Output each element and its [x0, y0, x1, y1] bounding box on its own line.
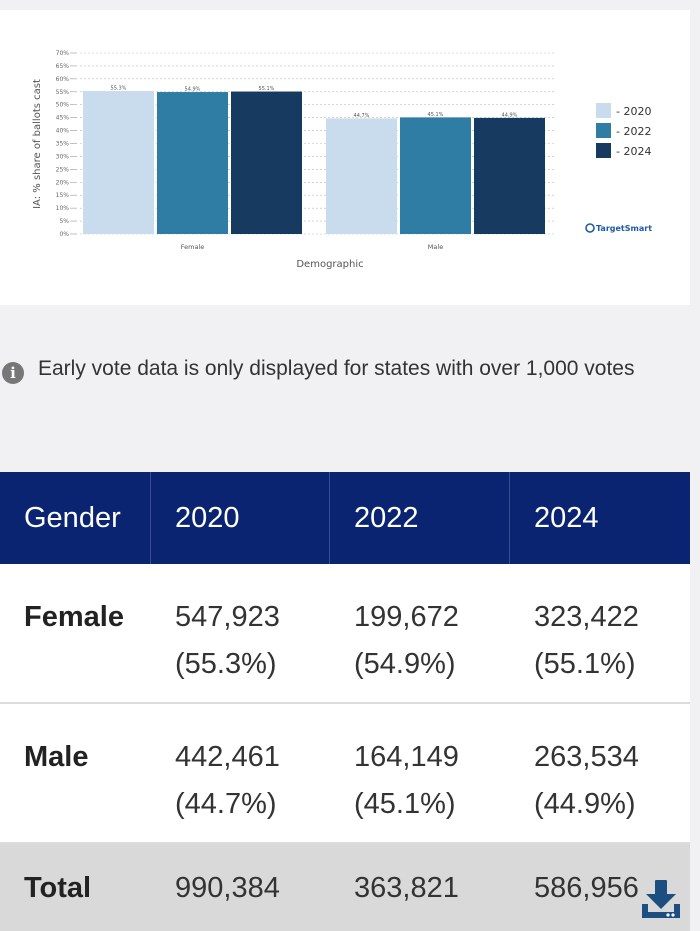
header-2020[interactable]: 2020 — [151, 472, 330, 564]
info-icon: i — [2, 362, 24, 384]
bar-female-2022 — [157, 92, 228, 235]
table-header: Gender 2020 2022 2024 — [0, 472, 690, 564]
bar-value-label: 45.1% — [428, 112, 444, 118]
bar-value-label: 44.7% — [354, 113, 370, 119]
note-text: Early vote data is only displayed for st… — [38, 357, 635, 380]
bar-female-2020 — [83, 91, 154, 234]
targetsmart-logo-icon — [585, 223, 595, 233]
x-tick-label: Male — [428, 243, 443, 251]
legend-label-2020: - 2020 — [616, 105, 651, 118]
y-tick-label: 30% — [56, 153, 70, 160]
legend-swatch-2020 — [596, 103, 611, 118]
chart-labels: 0% 5% 10% 15% 20% 25% 30% 35% 40% 45% 50% 55% 60% 65%… — [56, 50, 518, 251]
bar-chart: 0% 5% 10% 15% 20% 25% 30% 35% 40% 45% 50% 55% 60% 65%… — [32, 50, 652, 270]
y-tick-label: 15% — [56, 192, 70, 199]
female-2024-cell: 323,422 (55.1%) — [510, 564, 690, 702]
row-label-male: Male — [24, 741, 89, 773]
bar-male-2022 — [400, 117, 471, 234]
total-2020-cell: 990,384 — [175, 872, 280, 904]
gender-table: Gender 2020 2022 2024 Female 547,923 (55… — [0, 472, 690, 931]
bar-value-label: 55.1% — [259, 86, 275, 92]
cell-share: (45.1%) — [354, 788, 456, 820]
header-2022[interactable]: 2022 — [330, 472, 510, 564]
chart-grid — [70, 52, 555, 235]
legend-swatch-2022 — [596, 123, 611, 138]
bar-male-2024 — [474, 117, 545, 234]
y-tick-label: 40% — [56, 128, 70, 135]
legend-label-2022: - 2022 — [616, 125, 651, 138]
y-tick-label: 65% — [56, 63, 70, 70]
chart-bars — [83, 91, 545, 235]
bar-value-label: 44.9% — [502, 112, 518, 118]
cell-count: 442,461 — [175, 741, 280, 773]
table-row-total: Total 990,384 363,821 586,956 — [0, 844, 690, 931]
female-2022-cell: 199,672 (54.9%) — [330, 564, 510, 702]
bar-female-2024 — [231, 91, 302, 234]
cell-count: 199,672 — [354, 601, 459, 633]
cell-count: 164,149 — [354, 741, 459, 773]
download-icon[interactable] — [640, 878, 682, 920]
x-axis-title: Demographic — [296, 259, 363, 270]
y-tick-label: 10% — [56, 205, 70, 212]
row-label-total: Total — [24, 872, 92, 904]
row-label-female: Female — [24, 601, 124, 633]
cell-share: (55.3%) — [175, 648, 277, 680]
header-2024[interactable]: 2024 — [534, 501, 599, 534]
x-tick-label: Female — [181, 243, 205, 251]
cell-count: 547,923 — [175, 601, 280, 633]
targetsmart-logo-text: TargetSmart — [596, 224, 652, 233]
header-gender[interactable]: Gender — [0, 472, 151, 564]
cell-share: (44.7%) — [175, 788, 277, 820]
legend-swatch-2024 — [596, 143, 611, 158]
y-tick-label: 45% — [56, 115, 70, 122]
y-tick-label: 70% — [56, 50, 70, 57]
cell-share: (44.9%) — [534, 788, 636, 820]
y-tick-label: 20% — [56, 179, 70, 186]
y-tick-label: 60% — [56, 76, 70, 83]
cell-share: (54.9%) — [354, 648, 456, 680]
y-tick-label: 55% — [56, 89, 70, 96]
total-2024-cell: 586,956 — [534, 872, 639, 904]
table-row-male: Male 442,461 (44.7%) 164,149 (45.1%) 263… — [0, 704, 690, 844]
cell-count: 263,534 — [534, 741, 639, 773]
targetsmart-logo: TargetSmart — [585, 223, 652, 233]
bar-value-label: 54.9% — [185, 87, 201, 93]
y-axis-title: IA: % share of ballots cast — [32, 79, 43, 209]
male-2024-cell: 263,534 (44.9%) — [510, 704, 690, 842]
female-2020-cell: 547,923 (55.3%) — [151, 564, 330, 702]
male-2022-cell: 164,149 (45.1%) — [330, 704, 510, 842]
bar-value-label: 55.3% — [111, 86, 127, 92]
bar-male-2020 — [326, 118, 397, 234]
y-tick-label: 35% — [56, 141, 70, 148]
chart-legend: - 2020 - 2022 - 2024 — [596, 103, 651, 158]
total-2022-cell: 363,821 — [354, 872, 459, 904]
early-vote-note: i Early vote data is only displayed for s… — [2, 350, 692, 387]
male-2020-cell: 442,461 (44.7%) — [151, 704, 330, 842]
cell-count: 323,422 — [534, 601, 639, 633]
cell-share: (55.1%) — [534, 648, 636, 680]
chart-card: 0% 5% 10% 15% 20% 25% 30% 35% 40% 45% 50% 55% 60% 65%… — [0, 10, 690, 305]
y-tick-label: 50% — [56, 102, 70, 109]
y-tick-label: 25% — [56, 166, 70, 173]
table-row-female: Female 547,923 (55.3%) 199,672 (54.9%) 3… — [0, 564, 690, 704]
y-tick-label: 5% — [59, 218, 69, 225]
y-tick-label: 0% — [59, 231, 69, 238]
legend-label-2024: - 2024 — [616, 145, 651, 158]
